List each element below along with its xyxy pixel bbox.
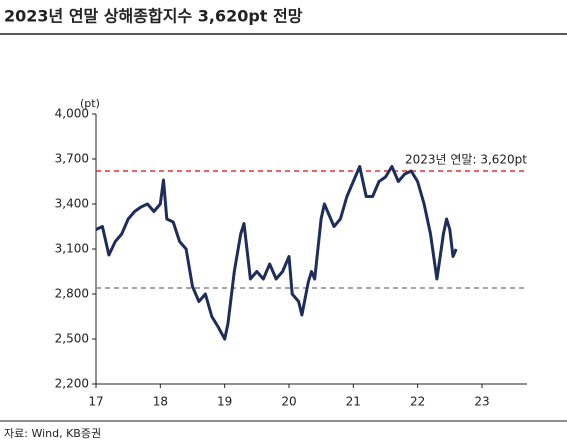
y-tick-label: 3,700 xyxy=(55,152,89,166)
x-tick-label: 18 xyxy=(153,395,168,409)
y-unit: (pt) xyxy=(80,97,100,110)
series-line xyxy=(95,165,458,341)
chart-title: 2023년 연말 상해종합지수 3,620pt 전망 xyxy=(4,7,303,26)
x-tick-label: 20 xyxy=(281,395,296,409)
reference-label: 2023년 연말: 3,620pt xyxy=(405,153,527,167)
y-tick-label: 2,500 xyxy=(55,332,89,346)
y-tick-label: 2,800 xyxy=(55,287,89,301)
x-tick-label: 21 xyxy=(346,395,361,409)
y-tick-label: 3,100 xyxy=(55,242,89,256)
x-tick-label: 23 xyxy=(474,395,489,409)
x-tick-label: 22 xyxy=(410,395,425,409)
x-tick-label: 19 xyxy=(217,395,232,409)
source: 자료: Wind, KB증권 xyxy=(4,427,101,440)
y-tick-label: 3,400 xyxy=(55,197,89,211)
x-tick-label: 17 xyxy=(88,395,103,409)
y-tick-label: 4,000 xyxy=(55,107,89,121)
y-tick-label: 2,200 xyxy=(55,377,89,391)
